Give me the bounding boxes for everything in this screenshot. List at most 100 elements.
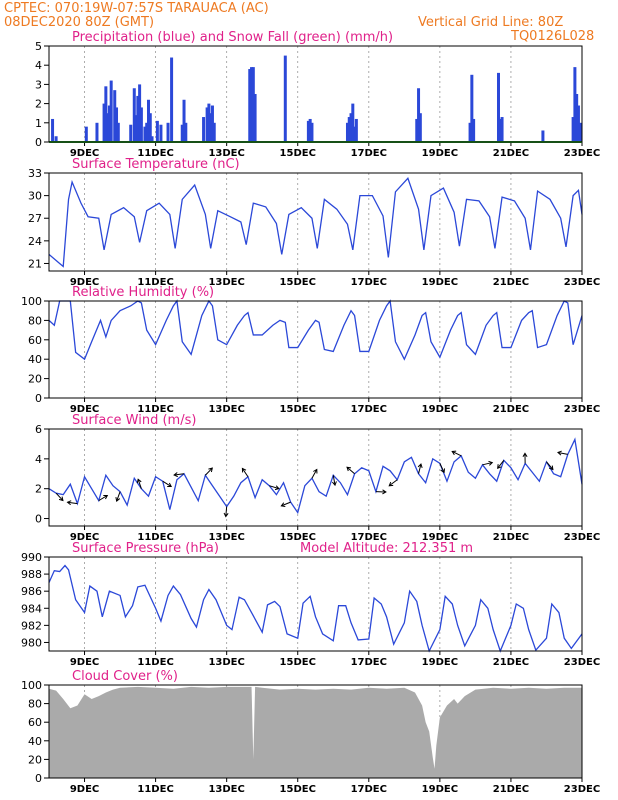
wind-arrow [451, 451, 462, 457]
y-tick-label: 0 [35, 392, 42, 405]
x-tick-label: 23DEC [564, 657, 600, 668]
wind-arrow-head [451, 450, 457, 456]
wind-arrow-head [167, 482, 173, 488]
x-tick-label: 19DEC [422, 277, 458, 288]
y-tick-label: 24 [28, 235, 42, 248]
x-tick-label: 13DEC [208, 657, 244, 668]
wind-arrow-head [173, 472, 178, 478]
x-tick-label: 13DEC [208, 277, 244, 288]
temperature-panel: 21 24 27 30 33 9DEC 11DEC 13DEC 15DEC 17DEC 19DEC 2… [28, 157, 600, 288]
precip-bar [182, 99, 186, 142]
x-tick-label: 15DEC [280, 148, 316, 159]
y-tick-label: 2 [35, 483, 42, 496]
precip-bar [148, 113, 152, 142]
x-tick-label: 19DEC [422, 404, 458, 415]
pressure-frame [48, 556, 583, 652]
precip-bar [143, 126, 147, 142]
precip-bar [212, 122, 216, 142]
precip-bar [496, 72, 500, 142]
y-tick-label: 100 [21, 295, 42, 308]
cloud-frame [48, 684, 583, 779]
precip-bar [253, 94, 257, 142]
model-altitude: Model Altitude: 212.351 m [300, 541, 473, 556]
wind-arrow-head [136, 478, 142, 484]
y-tick-label: 40 [28, 353, 42, 366]
x-tick-label: 21DEC [493, 404, 529, 415]
precip-bar [132, 88, 136, 142]
x-tick-label: 23DEC [564, 277, 600, 288]
x-tick-label: 21DEC [493, 657, 529, 668]
x-tick-label: 21DEC [493, 148, 529, 159]
wind-arrow-head [557, 450, 562, 456]
wind-arrow-head [66, 500, 72, 506]
precip-bar [51, 118, 55, 142]
precip-bar [571, 117, 575, 142]
y-tick-label: 3 [35, 78, 42, 91]
wind-arrow [225, 506, 228, 517]
y-tick-label: 2 [35, 98, 42, 111]
wind-arrow [439, 463, 445, 473]
precip-bar [308, 118, 312, 142]
precip-bar [102, 103, 106, 142]
y-tick-label: 100 [21, 679, 42, 692]
precip-bar [541, 130, 545, 142]
x-tick-label: 17DEC [351, 532, 387, 543]
x-tick-label: 15DEC [280, 532, 316, 543]
wind-arrow [281, 501, 291, 507]
y-tick-label: 0 [35, 513, 42, 526]
y-tick-label: 988 [21, 568, 42, 581]
wind-panel: 0 2 4 6 9DEC 11DEC 13DEC 15DEC 17DEC 19DEC 21DEC 23… [35, 413, 600, 543]
precip-bar [155, 120, 159, 142]
precip-bar [116, 122, 120, 142]
precip-bar [115, 107, 119, 142]
precip-bar [354, 118, 358, 142]
humidity-title: Relative Humidity (%) [72, 285, 214, 300]
temperature-frame [48, 172, 583, 272]
cloud-area [49, 686, 582, 778]
wind-arrow [174, 473, 185, 476]
x-tick-label: 23DEC [564, 532, 600, 543]
precip-bar [498, 118, 502, 142]
precip-bar [109, 80, 113, 142]
x-tick-label: 15DEC [280, 404, 316, 415]
precip-bar [578, 122, 582, 142]
precip-bar [418, 113, 422, 142]
wind-arrow-head [223, 512, 229, 518]
wind-arrow-head [488, 460, 494, 466]
wind-arrow [497, 460, 505, 469]
precip-bar [202, 117, 206, 142]
precip-bar [150, 136, 154, 142]
y-tick-label: 984 [21, 602, 42, 615]
wind-arrow-head [103, 494, 109, 500]
y-tick-label: 27 [28, 212, 42, 225]
wind-line [48, 437, 583, 515]
wind-arrow-head [440, 468, 446, 474]
x-tick-label: 11DEC [137, 532, 173, 543]
wind-arrow [346, 466, 355, 475]
x-tick-label: 11DEC [137, 148, 173, 159]
y-tick-label: 1 [35, 117, 42, 130]
y-tick-label: 80 [28, 698, 42, 711]
precip-bar [576, 105, 580, 142]
precip-bar [210, 105, 214, 142]
y-tick-label: 60 [28, 334, 42, 347]
cloud-title: Cloud Cover (%) [72, 669, 178, 684]
wind-arrow-head [388, 481, 394, 487]
precip-bar [347, 117, 351, 142]
x-tick-label: 13DEC [208, 148, 244, 159]
wind-arrow [116, 491, 121, 502]
precip-bar [104, 86, 108, 142]
x-tick-label: 13DEC [208, 532, 244, 543]
precip-bar [139, 107, 143, 142]
y-tick-label: 20 [28, 753, 42, 766]
y-tick-label: 6 [35, 423, 42, 436]
cloud-panel: 0 20 40 60 80 100 9DEC 11DEC 13DEC 15DEC 17DEC 19DE… [21, 669, 600, 795]
precip-bar [573, 67, 577, 142]
precip-bar [145, 122, 149, 142]
precip-bar [306, 120, 310, 142]
precip-bar [248, 69, 252, 142]
x-tick-label: 17DEC [351, 148, 387, 159]
precip-bar [107, 105, 111, 142]
x-tick-label: 19DEC [422, 148, 458, 159]
header-grid-note: Vertical Grid Line: 80Z [418, 15, 564, 30]
